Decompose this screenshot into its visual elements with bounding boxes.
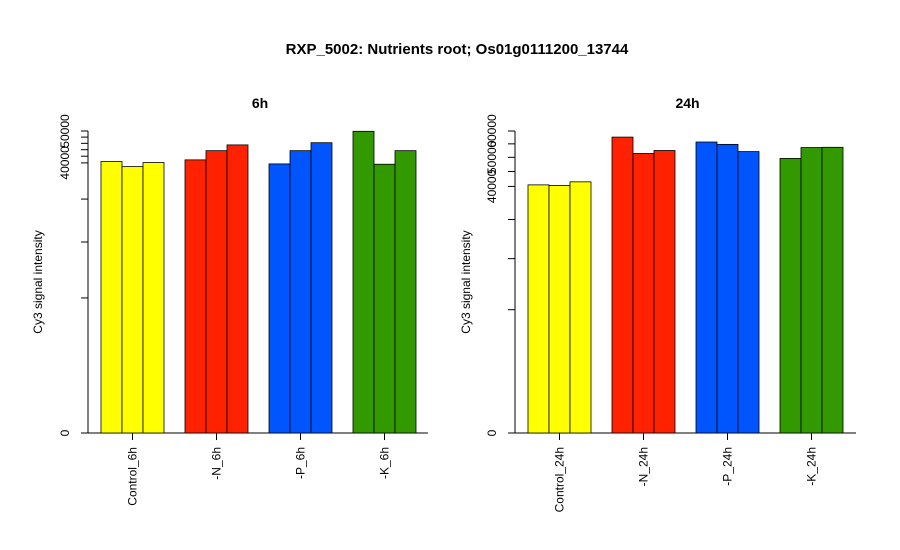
panel-title: 24h [675, 95, 699, 111]
y-axis-label: Cy3 signal intensity [31, 230, 45, 333]
bar--P_6h-3 [310, 142, 333, 434]
bar--P_24h-1 [695, 141, 718, 434]
x-category-label: -P_24h [721, 447, 735, 486]
y-axis-label: Cy3 signal intensity [459, 230, 473, 333]
y-tick-label: 40000 [485, 169, 499, 203]
bar--P_24h-2 [716, 143, 739, 434]
y-tick-label: 60000 [485, 114, 499, 148]
y-tick-label: 50000 [485, 140, 499, 174]
bar-Control_24h-2 [548, 185, 571, 434]
bar-Control_24h-3 [569, 181, 592, 434]
bar--P_6h-2 [289, 150, 312, 434]
bar--N_24h-3 [653, 150, 676, 434]
bar--N_6h-3 [226, 144, 249, 434]
x-category-label: -N_6h [210, 447, 224, 480]
bar--N_24h-2 [632, 153, 655, 434]
bar--K_24h-1 [779, 158, 802, 434]
panel-title: 6h [252, 95, 268, 111]
bar--K_24h-3 [821, 146, 844, 434]
bar--P_24h-3 [737, 151, 760, 434]
chart-main-title: RXP_5002: Nutrients root; Os01g0111200_1… [286, 41, 629, 58]
bar--N_6h-1 [184, 159, 207, 434]
y-tick-label: 0 [485, 429, 499, 436]
bar-Control_6h-1 [100, 161, 123, 434]
y-tick-label: 0 [58, 429, 72, 436]
y-tick-label: 50000 [58, 114, 72, 148]
x-category-label: -P_6h [294, 447, 308, 479]
bar--K_6h-3 [394, 150, 417, 434]
x-category-label: -K_24h [805, 447, 819, 486]
bar--K_24h-2 [800, 147, 823, 434]
bar--N_6h-2 [205, 150, 228, 434]
bar--N_24h-1 [611, 136, 634, 434]
bar--P_6h-1 [268, 163, 291, 434]
y-tick-label: 40000 [58, 146, 72, 180]
x-category-label: -N_24h [637, 447, 651, 486]
bar-Control_6h-2 [121, 166, 144, 434]
x-category-label: Control_24h [553, 447, 567, 512]
bar-Control_24h-1 [527, 184, 550, 434]
bar--K_6h-2 [373, 163, 396, 434]
x-category-label: -K_6h [378, 447, 392, 479]
bar--K_6h-1 [352, 130, 375, 434]
x-category-label: Control_6h [126, 447, 140, 506]
bar-Control_6h-3 [142, 162, 165, 434]
